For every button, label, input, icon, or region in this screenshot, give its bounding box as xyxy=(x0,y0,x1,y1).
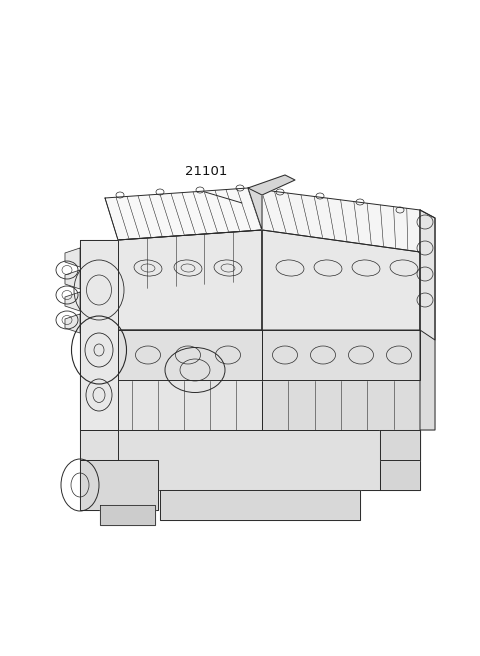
Polygon shape xyxy=(248,188,420,252)
Polygon shape xyxy=(80,240,118,330)
Polygon shape xyxy=(160,490,360,520)
Polygon shape xyxy=(105,188,262,240)
Polygon shape xyxy=(380,430,420,460)
Text: 21101: 21101 xyxy=(185,165,228,178)
Polygon shape xyxy=(100,505,155,525)
Polygon shape xyxy=(65,314,80,333)
Polygon shape xyxy=(248,175,295,195)
Polygon shape xyxy=(420,210,435,340)
Polygon shape xyxy=(80,430,118,460)
Polygon shape xyxy=(118,230,262,330)
Polygon shape xyxy=(262,230,420,330)
Polygon shape xyxy=(262,330,420,380)
Polygon shape xyxy=(65,248,80,267)
Polygon shape xyxy=(118,230,262,330)
Polygon shape xyxy=(248,188,262,230)
Polygon shape xyxy=(80,240,118,430)
Polygon shape xyxy=(262,330,420,430)
Polygon shape xyxy=(420,210,435,430)
Polygon shape xyxy=(115,430,380,490)
Polygon shape xyxy=(80,330,262,430)
Polygon shape xyxy=(65,270,80,289)
Polygon shape xyxy=(380,430,420,490)
Polygon shape xyxy=(118,330,262,380)
Polygon shape xyxy=(65,292,80,311)
Polygon shape xyxy=(80,460,158,510)
